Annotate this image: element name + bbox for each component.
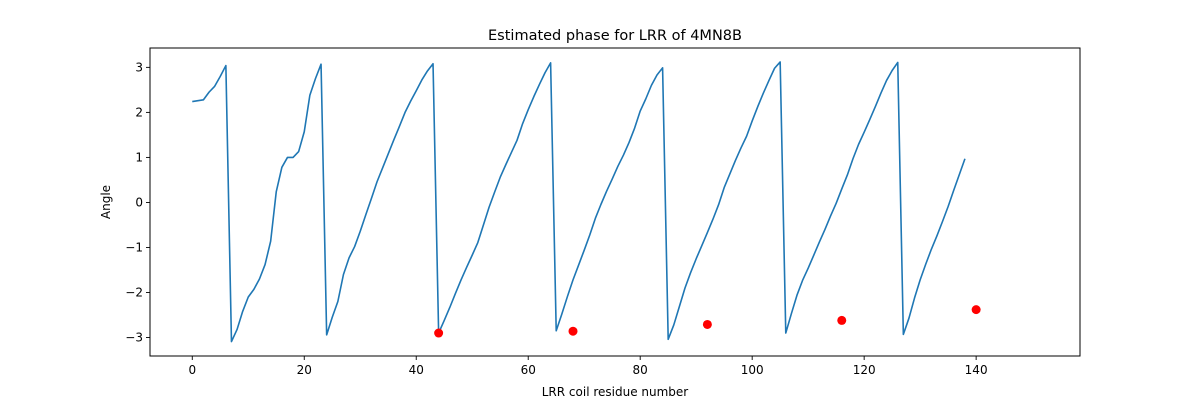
series-line-0	[192, 61, 966, 343]
y-axis-ticks: −3 −2 −1 0 1 2 3	[125, 60, 150, 345]
red-point-1	[568, 326, 578, 336]
chart-title: Estimated phase for LRR of 4MN8B	[488, 28, 742, 44]
x-tick-label: 60	[521, 363, 536, 377]
x-tick-label: 40	[409, 363, 424, 377]
y-tick-label: 2	[135, 105, 143, 119]
x-tick-label: 80	[633, 363, 648, 377]
y-tick-label: −1	[125, 240, 143, 254]
y-tick-label: 3	[135, 60, 143, 74]
x-tick-label: 0	[188, 363, 196, 377]
red-point-2	[702, 319, 712, 329]
x-axis-label: LRR coil residue number	[542, 385, 689, 399]
plot-background	[150, 48, 1080, 356]
x-tick-label: 120	[853, 363, 876, 377]
x-tick-label: 100	[741, 363, 764, 377]
y-tick-label: 1	[135, 150, 143, 164]
series-layer	[192, 61, 966, 343]
y-tick-label: −3	[125, 331, 143, 345]
red-point-0	[434, 328, 444, 338]
y-axis-label: Angle	[99, 185, 113, 219]
red-point-4	[971, 305, 981, 315]
marker-layer	[434, 305, 981, 338]
y-tick-label: 0	[135, 195, 143, 209]
x-tick-label: 140	[965, 363, 988, 377]
red-point-3	[837, 315, 847, 325]
plot-frame	[149, 47, 1081, 357]
x-axis-ticks: 0 20 40 60 80 100 120 140	[188, 356, 988, 377]
y-tick-label: −2	[125, 286, 143, 300]
x-tick-label: 20	[297, 363, 312, 377]
